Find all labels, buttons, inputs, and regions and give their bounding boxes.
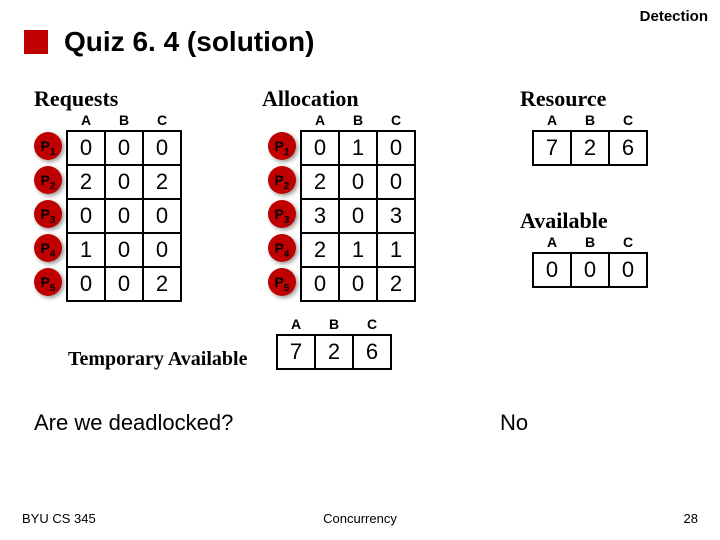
cell: 0 xyxy=(339,199,377,233)
process-badge: P4 xyxy=(34,234,62,262)
requests-label: Requests xyxy=(34,86,118,112)
cell: 2 xyxy=(301,165,339,199)
col-header: B xyxy=(105,110,143,131)
process-badge: P3 xyxy=(268,200,296,228)
col-header: A xyxy=(301,110,339,131)
cell: 0 xyxy=(105,165,143,199)
cell: 0 xyxy=(377,165,415,199)
col-header: A xyxy=(533,110,571,131)
footer-page: 28 xyxy=(684,511,698,526)
temp-available-label: Temporary Available xyxy=(68,348,247,371)
cell: 0 xyxy=(301,131,339,165)
cell: 0 xyxy=(609,253,647,287)
process-badge: P1 xyxy=(34,132,62,160)
cell: 1 xyxy=(67,233,105,267)
resource-table: A B C 726 xyxy=(532,110,648,166)
process-badge: P5 xyxy=(34,268,62,296)
cell: 0 xyxy=(105,233,143,267)
cell: 2 xyxy=(143,267,181,301)
cell: 2 xyxy=(377,267,415,301)
cell: 2 xyxy=(143,165,181,199)
cell: 0 xyxy=(533,253,571,287)
col-header: C xyxy=(353,314,391,335)
col-header: A xyxy=(277,314,315,335)
cell: 0 xyxy=(105,131,143,165)
cell: 0 xyxy=(67,199,105,233)
col-header: A xyxy=(67,110,105,131)
cell: 2 xyxy=(301,233,339,267)
slide-title: Quiz 6. 4 (solution) xyxy=(64,26,314,58)
cell: 0 xyxy=(377,131,415,165)
cell: 0 xyxy=(143,199,181,233)
cell: 0 xyxy=(143,131,181,165)
cell: 2 xyxy=(67,165,105,199)
cell: 0 xyxy=(105,199,143,233)
process-badge: P5 xyxy=(268,268,296,296)
accent-block xyxy=(24,30,48,54)
requests-table: A B C 000 202 000 100 002 xyxy=(66,110,182,302)
cell: 0 xyxy=(339,267,377,301)
cell: 3 xyxy=(377,199,415,233)
process-badge: P2 xyxy=(34,166,62,194)
cell: 1 xyxy=(377,233,415,267)
footer-course: BYU CS 345 xyxy=(22,511,96,526)
col-header: A xyxy=(533,232,571,253)
temp-available-table: A B C 726 xyxy=(276,314,392,370)
cell: 0 xyxy=(67,131,105,165)
cell: 1 xyxy=(339,131,377,165)
cell: 0 xyxy=(339,165,377,199)
process-badge: P2 xyxy=(268,166,296,194)
cell: 3 xyxy=(301,199,339,233)
col-header: C xyxy=(609,232,647,253)
cell: 0 xyxy=(301,267,339,301)
deadlock-question: Are we deadlocked? xyxy=(34,410,233,436)
cell: 0 xyxy=(143,233,181,267)
col-header: B xyxy=(315,314,353,335)
cell: 6 xyxy=(353,335,391,369)
resource-label: Resource xyxy=(520,86,606,112)
col-header: C xyxy=(609,110,647,131)
cell: 6 xyxy=(609,131,647,165)
cell: 0 xyxy=(67,267,105,301)
allocation-table: A B C 010 200 303 211 002 xyxy=(300,110,416,302)
deadlock-answer: No xyxy=(500,410,528,436)
process-badge: P1 xyxy=(268,132,296,160)
allocation-label: Allocation xyxy=(262,86,359,112)
cell: 0 xyxy=(105,267,143,301)
available-table: A B C 000 xyxy=(532,232,648,288)
cell: 1 xyxy=(339,233,377,267)
cell: 2 xyxy=(315,335,353,369)
col-header: B xyxy=(571,110,609,131)
cell: 0 xyxy=(571,253,609,287)
process-badge: P4 xyxy=(268,234,296,262)
col-header: B xyxy=(339,110,377,131)
available-label: Available xyxy=(520,208,608,234)
col-header: B xyxy=(571,232,609,253)
process-badge: P3 xyxy=(34,200,62,228)
footer-topic: Concurrency xyxy=(323,511,397,526)
col-header: C xyxy=(377,110,415,131)
cell: 2 xyxy=(571,131,609,165)
col-header: C xyxy=(143,110,181,131)
header-topic: Detection xyxy=(640,8,708,25)
cell: 7 xyxy=(533,131,571,165)
cell: 7 xyxy=(277,335,315,369)
